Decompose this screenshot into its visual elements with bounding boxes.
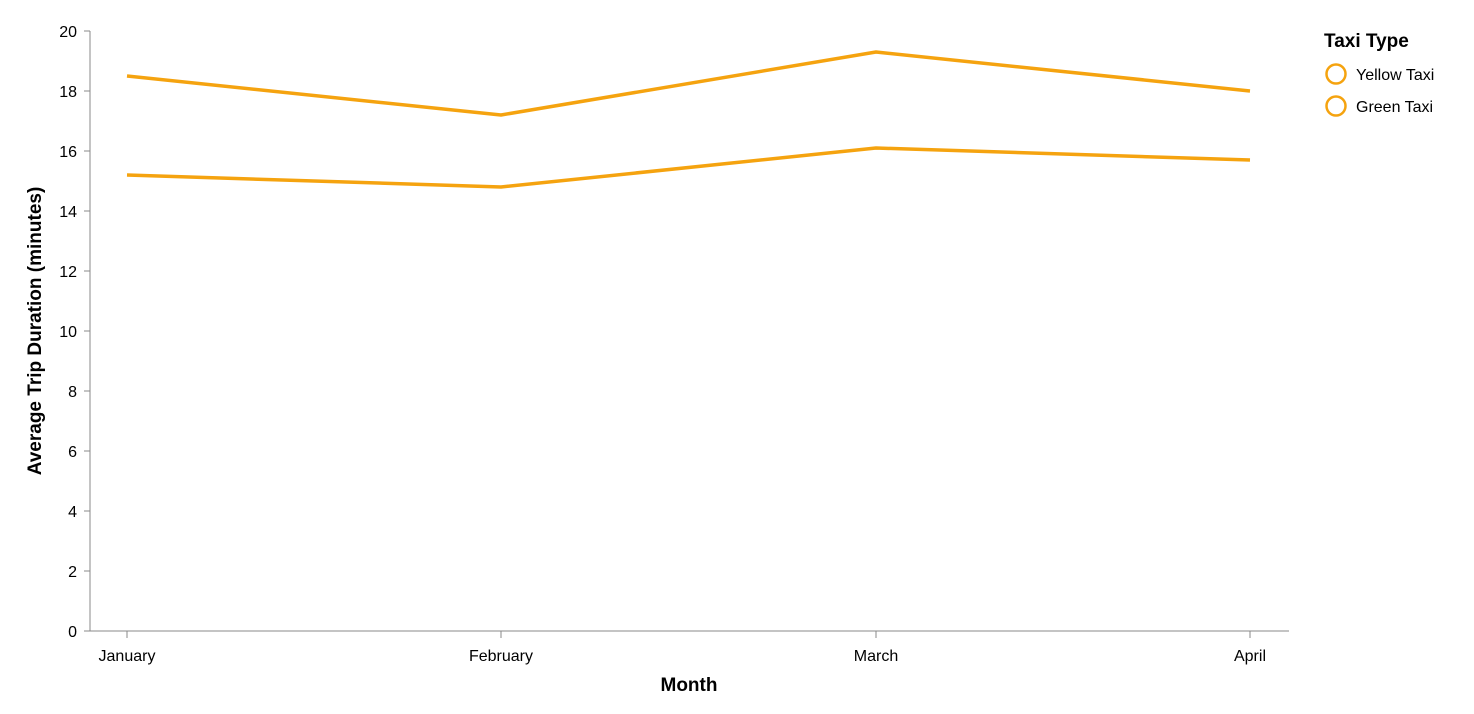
y-tick-label: 10 — [59, 324, 77, 341]
x-tick-label: April — [1234, 648, 1266, 665]
series-layer — [126, 50, 1251, 189]
y-tick-label: 14 — [59, 204, 77, 221]
legend: Taxi Type Yellow Taxi Green Taxi — [1324, 31, 1434, 117]
y-axis: 0 2 4 6 8 10 12 14 16 18 20 — [59, 24, 91, 641]
legend-symbol — [1325, 63, 1347, 85]
y-tick-label: 4 — [68, 504, 77, 521]
y-axis-title: Average Trip Duration (minutes) — [25, 187, 46, 476]
y-tick-label: 0 — [68, 624, 77, 641]
y-tick-label: 18 — [59, 84, 77, 101]
y-tick-label: 16 — [59, 144, 77, 161]
y-tick-label: 6 — [68, 444, 77, 461]
y-tick-label: 8 — [68, 384, 77, 401]
x-tick-label: January — [99, 648, 156, 665]
x-tick-label: March — [854, 648, 898, 665]
legend-label: Green Taxi — [1356, 99, 1433, 116]
legend-items: Yellow Taxi Green Taxi — [1325, 63, 1434, 117]
series-line-green-taxi — [126, 146, 1251, 189]
x-tick-label: February — [469, 648, 533, 665]
legend-label: Yellow Taxi — [1356, 67, 1434, 84]
y-tick-label: 20 — [59, 24, 77, 41]
x-axis: January February March April — [90, 630, 1289, 665]
x-axis-title: Month — [661, 675, 718, 696]
legend-title: Taxi Type — [1324, 31, 1409, 52]
series-line-yellow-taxi — [126, 50, 1251, 117]
y-tick-label: 2 — [68, 564, 77, 581]
y-tick-label: 12 — [59, 264, 77, 281]
legend-symbol — [1325, 95, 1347, 117]
